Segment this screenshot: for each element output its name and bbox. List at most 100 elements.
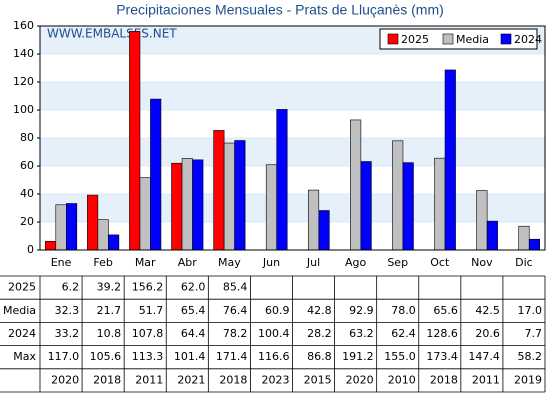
y-tick-label: 0 xyxy=(27,243,34,256)
bar xyxy=(360,161,372,251)
legend-swatch xyxy=(387,33,399,45)
bar xyxy=(276,109,288,251)
table-cell: 2018 xyxy=(93,373,121,386)
y-tick-label: 40 xyxy=(20,187,34,200)
y-tick-label: 60 xyxy=(20,159,34,172)
legend xyxy=(379,28,538,50)
bar xyxy=(213,130,225,251)
table-cell: 128.6 xyxy=(426,327,458,340)
x-tick-label: May xyxy=(218,256,241,269)
table-cell: 65.4 xyxy=(181,304,206,317)
x-tick-label: Oct xyxy=(430,256,450,269)
bar xyxy=(55,204,67,251)
table-cell: 2010 xyxy=(388,373,416,386)
table-cell: 86.8 xyxy=(307,350,332,363)
table-cell: 107.8 xyxy=(132,327,164,340)
table-row-label: 2025 xyxy=(8,281,36,294)
x-tick-label: Feb xyxy=(93,256,112,269)
table-cell: 155.0 xyxy=(384,350,416,363)
bar xyxy=(181,158,193,251)
table-cell: 20.6 xyxy=(475,327,500,340)
table-cell: 42.8 xyxy=(307,304,332,317)
table-cell: 2020 xyxy=(51,373,79,386)
table-cell: 2020 xyxy=(346,373,374,386)
y-tick-label: 80 xyxy=(20,131,34,144)
grid-band xyxy=(40,138,545,166)
bar xyxy=(129,31,141,251)
table-cell: 113.3 xyxy=(132,350,164,363)
y-tick-label: 140 xyxy=(13,47,34,60)
bar xyxy=(65,203,78,251)
x-tick-label: Ene xyxy=(51,256,72,269)
bar xyxy=(108,234,120,251)
grid-band xyxy=(40,194,545,222)
legend-label: 2024 xyxy=(514,33,542,46)
table-cell: 51.7 xyxy=(139,304,164,317)
table-cell: 39.2 xyxy=(97,281,122,294)
table-row-label: 2024 xyxy=(8,327,36,340)
table-cell: 171.4 xyxy=(216,350,248,363)
x-tick-label: Abr xyxy=(178,256,198,269)
table-cell: 2023 xyxy=(262,373,290,386)
table-cell: 33.2 xyxy=(55,327,80,340)
chart-title: Precipitaciones Mensuales - Prats de Llu… xyxy=(116,2,444,18)
table-row-label: Media xyxy=(3,304,36,317)
table-cell: 100.4 xyxy=(258,327,290,340)
bar xyxy=(139,177,151,251)
table-cell: 78.0 xyxy=(391,304,416,317)
plot-frame xyxy=(39,25,546,251)
legend-swatch xyxy=(442,33,454,45)
bar xyxy=(87,194,99,251)
table-cell: 65.6 xyxy=(433,304,458,317)
bar xyxy=(150,98,162,251)
table-cell: 7.7 xyxy=(525,327,543,340)
table-cell: 6.2 xyxy=(62,281,80,294)
table-cell: 58.2 xyxy=(518,350,543,363)
table-cell: 101.4 xyxy=(174,350,206,363)
bar xyxy=(434,157,446,251)
bar xyxy=(392,140,404,251)
bar xyxy=(518,225,530,251)
bar xyxy=(171,162,183,251)
legend-label: 2025 xyxy=(401,33,429,46)
watermark: WWW.EMBALSES.NET xyxy=(47,27,177,41)
table-cell: 117.0 xyxy=(48,350,80,363)
table-cell: 60.9 xyxy=(265,304,290,317)
table-cell: 42.5 xyxy=(475,304,500,317)
bar xyxy=(402,162,414,251)
table-cell: 116.6 xyxy=(258,350,290,363)
bar xyxy=(476,190,488,251)
table-cell: 63.2 xyxy=(349,327,374,340)
table-cell: 85.4 xyxy=(223,281,248,294)
table-cell: 2011 xyxy=(472,373,500,386)
y-tick-label: 160 xyxy=(13,19,34,32)
table-cell: 105.6 xyxy=(90,350,122,363)
table-cell: 76.4 xyxy=(223,304,248,317)
table-row-label: Max xyxy=(13,350,36,363)
table-cell: 2019 xyxy=(514,373,542,386)
table-cell: 191.2 xyxy=(342,350,374,363)
table-cell: 147.4 xyxy=(468,350,500,363)
table-cell: 2011 xyxy=(135,373,163,386)
bar xyxy=(265,164,278,251)
x-tick-label: Jun xyxy=(262,256,280,269)
table-cell: 156.2 xyxy=(132,281,164,294)
table-cell: 17.0 xyxy=(518,304,543,317)
bar xyxy=(350,119,362,251)
table-cell: 78.2 xyxy=(223,327,248,340)
bar xyxy=(44,241,57,251)
table-cell: 21.7 xyxy=(97,304,122,317)
y-tick-label: 20 xyxy=(20,215,34,228)
table-cell: 173.4 xyxy=(426,350,458,363)
table-cell: 62.4 xyxy=(391,327,416,340)
table-cell: 2015 xyxy=(304,373,332,386)
grid-band xyxy=(40,82,545,110)
y-tick-label: 100 xyxy=(13,103,34,116)
bar xyxy=(486,220,498,251)
table-cell: 2018 xyxy=(430,373,458,386)
x-tick-label: Sep xyxy=(387,256,408,269)
table-cell: 2021 xyxy=(177,373,205,386)
y-tick-label: 120 xyxy=(13,75,34,88)
x-tick-label: Dic xyxy=(515,256,533,269)
